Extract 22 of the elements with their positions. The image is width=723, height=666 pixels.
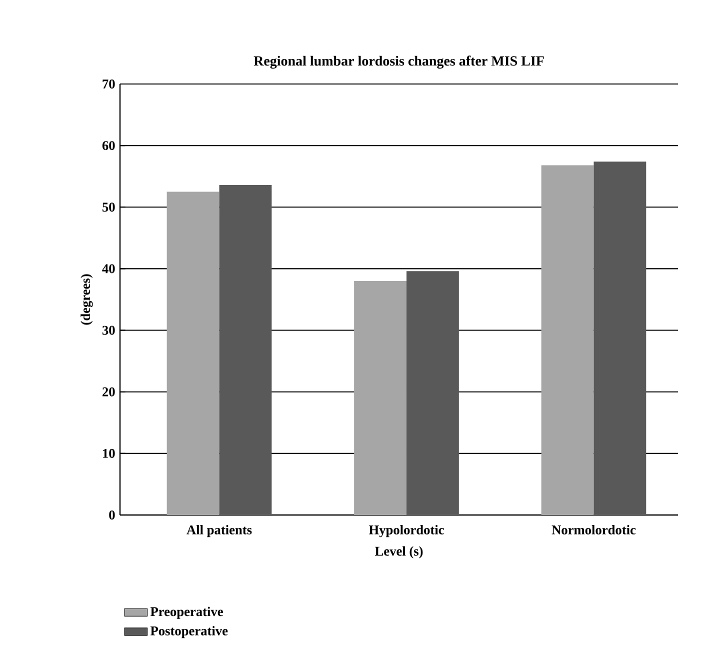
- x-tick-label: Normolordotic: [552, 525, 636, 534]
- x-tick-label: All patients: [186, 525, 252, 538]
- legend-label: Preoperative: [150, 606, 223, 619]
- y-tick-label: 70: [102, 80, 115, 88]
- x-tick-label: Hypolordotic: [368, 525, 444, 538]
- y-tick-label: 20: [102, 387, 115, 396]
- bar: [594, 162, 646, 515]
- y-axis-title: (degrees): [80, 274, 93, 325]
- y-tick-label: 60: [102, 141, 115, 150]
- y-tick-label: 30: [102, 326, 115, 335]
- bar: [166, 192, 220, 515]
- y-tick-label: 50: [102, 202, 115, 212]
- bar: [354, 281, 406, 515]
- bar: [541, 165, 594, 515]
- bar: [406, 271, 459, 515]
- x-axis-title: Level (s): [374, 546, 423, 558]
- y-tick-label: 0: [109, 510, 115, 520]
- y-tick-label: 40: [102, 264, 115, 274]
- legend-label: Postoperative: [150, 626, 228, 638]
- bar: [219, 184, 272, 515]
- y-tick-label: 10: [103, 448, 115, 458]
- chart-title: Regional lumbar lordosis changes after MIS LIF: [254, 56, 544, 69]
